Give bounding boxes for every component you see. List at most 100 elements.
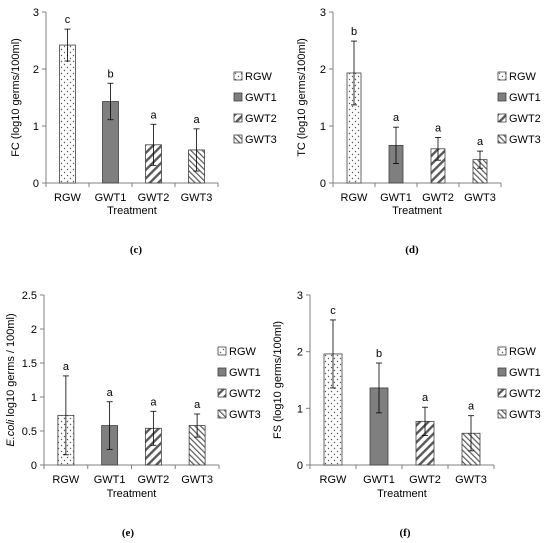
legend-label: RGW (509, 346, 537, 358)
legend-label: GWT3 (509, 134, 541, 146)
legend-swatch (233, 71, 243, 81)
y-tick-label: 2 (33, 64, 39, 76)
x-tick-label: GWT2 (422, 192, 454, 204)
x-tick-label: GWT1 (363, 474, 395, 486)
legend-swatch (497, 134, 507, 144)
legend-label: GWT2 (509, 113, 541, 125)
significance-letter: a (435, 122, 442, 134)
significance-letter: a (150, 396, 157, 408)
legend-label: GWT2 (509, 388, 541, 400)
y-tick-label: 1 (297, 403, 303, 415)
significance-letter: a (193, 114, 200, 126)
chart-panel-4: 0 1 2 3 c RGW b GWT1 a GWT2 a GWT3 Treatment FS (log1… (272, 290, 541, 539)
legend-label: RGW (245, 71, 273, 83)
x-axis-title: Treatment (107, 488, 157, 500)
panel-label: (c) (130, 244, 143, 256)
panel-label: (e) (122, 527, 135, 539)
y-tick-label: 0 (320, 178, 326, 190)
significance-letter: b (351, 26, 357, 38)
significance-letter: a (422, 392, 429, 404)
x-tick-label: GWT2 (137, 474, 169, 486)
y-tick-label: 3 (297, 290, 303, 302)
x-tick-label: RGW (52, 474, 80, 486)
legend-label: GWT1 (509, 92, 541, 104)
x-tick-label: RGW (320, 474, 348, 486)
y-tick-label: 3 (33, 7, 39, 19)
legend-label: GWT3 (229, 409, 261, 421)
x-tick-label: GWT3 (455, 474, 487, 486)
significance-letter: a (150, 109, 157, 121)
chart-panel-1: 0 1 2 3 c RGW b GWT1 a GWT2 a GWT3 Treatment FC (log1… (10, 7, 277, 256)
x-tick-label: GWT3 (464, 192, 496, 204)
legend-label: RGW (229, 346, 257, 358)
significance-letter: a (63, 361, 70, 373)
legend-swatch (497, 388, 507, 398)
legend-label: RGW (509, 71, 537, 83)
legend-swatch (497, 346, 507, 356)
chart-panel-3: 0 0.5 1 1.5 2 2.5 a RGW a GWT1 a GWT2 a GWT3 Treatment… (5, 290, 261, 539)
x-tick-label: GWT1 (380, 192, 412, 204)
x-tick-label: GWT3 (181, 192, 213, 204)
y-tick-label: 1.5 (22, 358, 37, 370)
bar-rgw (59, 44, 76, 184)
x-tick-label: GWT2 (409, 474, 441, 486)
y-axis-title: TC (log10 germs/100ml) (296, 38, 308, 157)
x-tick-label: GWT1 (95, 192, 127, 204)
legend-swatch (217, 346, 227, 356)
y-tick-label: 0.5 (22, 426, 37, 438)
significance-letter: a (107, 387, 114, 399)
legend-swatch (233, 92, 243, 102)
y-tick-label: 0 (31, 460, 37, 472)
y-tick-label: 2 (31, 324, 37, 336)
y-tick-label: 1 (320, 121, 326, 133)
significance-letter: a (477, 136, 484, 148)
y-tick-label: 2.5 (22, 290, 37, 302)
legend-swatch (497, 92, 507, 102)
legend-swatch (217, 409, 227, 419)
y-tick-label: 1 (31, 392, 37, 404)
y-tick-label: 1 (33, 121, 39, 133)
legend-swatch (217, 388, 227, 398)
y-axis-title: FS (log10 germs/100ml) (272, 321, 284, 439)
chart-panel-2: 0 1 2 3 b RGW a GWT1 a GWT2 a GWT3 Treatment TC (log1… (296, 7, 541, 256)
x-tick-label: RGW (54, 192, 82, 204)
x-tick-label: GWT2 (138, 192, 170, 204)
legend-swatch (497, 113, 507, 123)
y-tick-label: 3 (320, 7, 326, 19)
legend-label: GWT2 (245, 113, 277, 125)
significance-letter: b (107, 68, 113, 80)
legend-label: GWT1 (245, 92, 277, 104)
x-axis-title: Treatment (377, 488, 427, 500)
legend-swatch (217, 367, 227, 377)
y-tick-label: 2 (320, 64, 326, 76)
legend-swatch (497, 409, 507, 419)
legend-swatch (233, 113, 243, 123)
significance-letter: c (65, 14, 71, 26)
x-tick-label: GWT1 (94, 474, 126, 486)
legend-swatch (497, 367, 507, 377)
x-tick-label: GWT3 (181, 474, 213, 486)
legend-label: GWT1 (509, 367, 541, 379)
significance-letter: c (330, 305, 336, 317)
y-tick-label: 0 (297, 460, 303, 472)
legend-label: GWT3 (245, 134, 277, 146)
legend-label: GWT3 (509, 409, 541, 421)
panel-label: (f) (400, 527, 411, 539)
y-tick-label: 0 (33, 178, 39, 190)
significance-letter: b (376, 348, 382, 360)
legend-swatch (497, 71, 507, 81)
y-axis-title: FC (log10 germs/100ml) (10, 38, 22, 157)
legend-label: GWT1 (229, 367, 261, 379)
x-axis-title: Treatment (392, 205, 442, 217)
legend-label: GWT2 (229, 388, 261, 400)
significance-letter: a (468, 401, 475, 413)
y-axis-title: E.coli log10 germs / 100ml) (5, 313, 17, 446)
significance-letter: a (393, 112, 400, 124)
y-tick-label: 2 (297, 347, 303, 359)
x-tick-label: RGW (341, 192, 369, 204)
panel-label: (d) (405, 244, 419, 256)
significance-letter: a (194, 399, 201, 411)
x-axis-title: Treatment (107, 205, 157, 217)
legend-swatch (233, 134, 243, 144)
